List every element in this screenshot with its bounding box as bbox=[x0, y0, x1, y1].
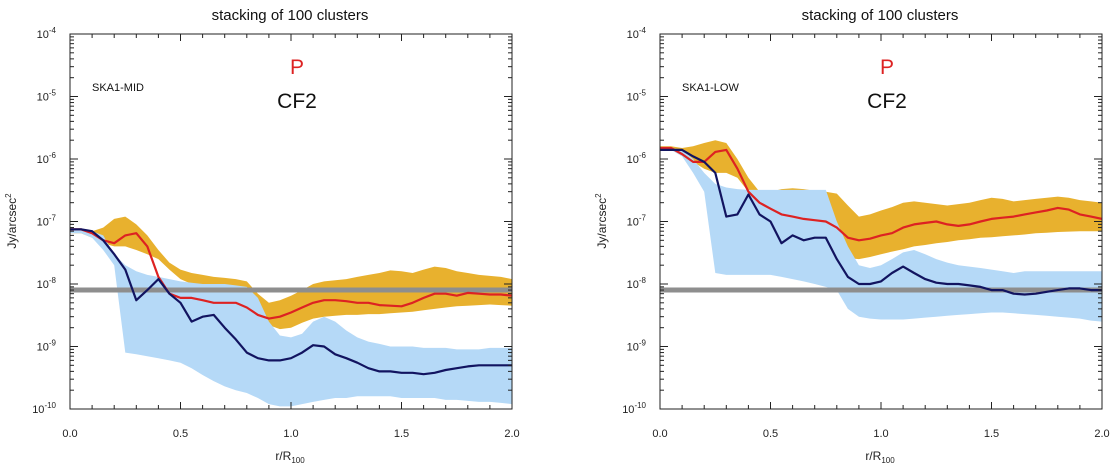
x-axis-label: r/R100 bbox=[865, 449, 895, 465]
plot-area bbox=[660, 140, 1102, 322]
cf-label: CF2 bbox=[867, 90, 907, 113]
x-tick-label: 1.5 bbox=[394, 428, 409, 440]
x-tick-label: 1.0 bbox=[873, 428, 888, 440]
plot-area bbox=[70, 216, 512, 407]
y-tick-label: 10-8 bbox=[627, 276, 647, 291]
polarized-line bbox=[660, 146, 1102, 242]
chart-panel-left: stacking of 100 clusters 0.0 0.5 1.0 1.5 2.0… bbox=[4, 7, 520, 465]
x-tick-label: 0.0 bbox=[652, 428, 667, 440]
x-tick-label: 2.0 bbox=[1094, 428, 1109, 440]
total-line bbox=[70, 228, 512, 376]
total-line bbox=[660, 148, 1102, 296]
y-tick-label: 10-7 bbox=[627, 214, 647, 229]
instrument-label: SKA1-LOW bbox=[682, 82, 739, 94]
y-tick-label: 10-9 bbox=[627, 339, 647, 354]
polarization-label: P bbox=[880, 56, 894, 79]
x-tick-label: 1.5 bbox=[984, 428, 999, 440]
y-axis-label: Jy/arcsec2 bbox=[594, 193, 609, 249]
noise-band bbox=[660, 148, 1102, 322]
y-tick-label: 10-10 bbox=[32, 401, 56, 416]
polarized-line bbox=[70, 228, 512, 320]
axis-ticks: 0.0 0.5 1.0 1.5 2.0 10-10 10-9 10-8 10-7 10-6 10-5… bbox=[32, 26, 519, 440]
instrument-label: SKA1-MID bbox=[92, 82, 144, 94]
model-band bbox=[70, 216, 512, 330]
x-axis-label: r/R100 bbox=[275, 449, 305, 465]
chart-title: stacking of 100 clusters bbox=[212, 7, 369, 24]
y-tick-label: 10-7 bbox=[37, 214, 57, 229]
y-tick-label: 10-9 bbox=[37, 339, 57, 354]
y-tick-label: 10-5 bbox=[37, 89, 57, 104]
y-tick-label: 10-4 bbox=[627, 26, 647, 41]
x-tick-label: 0.5 bbox=[173, 428, 188, 440]
x-tick-label: 0.5 bbox=[763, 428, 778, 440]
chart-panel-right: stacking of 100 clusters 0.0 0.5 1.0 1.5 2.0… bbox=[594, 7, 1110, 465]
chart-title: stacking of 100 clusters bbox=[802, 7, 959, 24]
x-tick-label: 1.0 bbox=[283, 428, 298, 440]
polarization-label: P bbox=[290, 56, 304, 79]
axis-ticks: 0.0 0.5 1.0 1.5 2.0 10-10 10-9 10-8 10-7 10-6 10-5… bbox=[622, 26, 1109, 440]
cf-label: CF2 bbox=[277, 90, 317, 113]
y-tick-label: 10-10 bbox=[622, 401, 646, 416]
y-tick-label: 10-6 bbox=[37, 151, 57, 166]
noise-band bbox=[70, 229, 512, 407]
y-tick-label: 10-5 bbox=[627, 89, 647, 104]
y-tick-label: 10-6 bbox=[627, 151, 647, 166]
y-tick-label: 10-8 bbox=[37, 276, 57, 291]
y-tick-label: 10-4 bbox=[37, 26, 57, 41]
x-tick-label: 0.0 bbox=[62, 428, 77, 440]
y-axis-label: Jy/arcsec2 bbox=[4, 193, 19, 249]
x-tick-label: 2.0 bbox=[504, 428, 519, 440]
